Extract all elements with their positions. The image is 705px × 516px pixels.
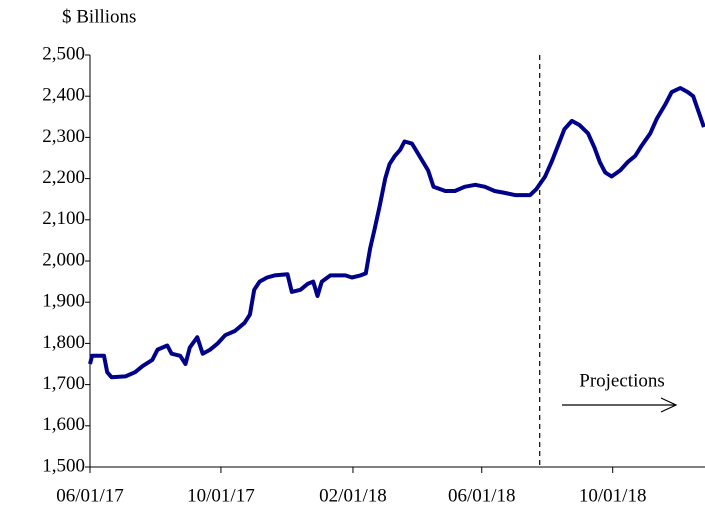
- y-axis-label: $ Billions: [62, 6, 136, 27]
- y-tick-label: 1,500: [42, 455, 85, 476]
- y-tick-label: 1,800: [42, 332, 85, 353]
- y-tick-label: 1,700: [42, 373, 85, 394]
- y-tick-label: 1,900: [42, 291, 85, 312]
- y-tick-label: 2,300: [42, 126, 85, 147]
- x-tick-label: 06/01/18: [448, 485, 516, 506]
- y-tick-label: 2,000: [42, 249, 85, 270]
- x-tick-label: 10/01/18: [579, 485, 647, 506]
- arrow-head: [660, 397, 678, 413]
- x-tick-label: 06/01/17: [56, 485, 124, 506]
- y-tick-label: 1,600: [42, 414, 85, 435]
- annotation: Projections: [579, 370, 665, 391]
- y-tick-label: 2,500: [42, 43, 85, 64]
- data-line: [88, 86, 705, 380]
- x-tick-label: 02/01/18: [319, 485, 387, 506]
- y-tick-label: 2,400: [42, 85, 85, 106]
- x-tick-label: 10/01/17: [187, 485, 255, 506]
- y-tick-label: 2,100: [42, 208, 85, 229]
- y-tick-label: 2,200: [42, 167, 85, 188]
